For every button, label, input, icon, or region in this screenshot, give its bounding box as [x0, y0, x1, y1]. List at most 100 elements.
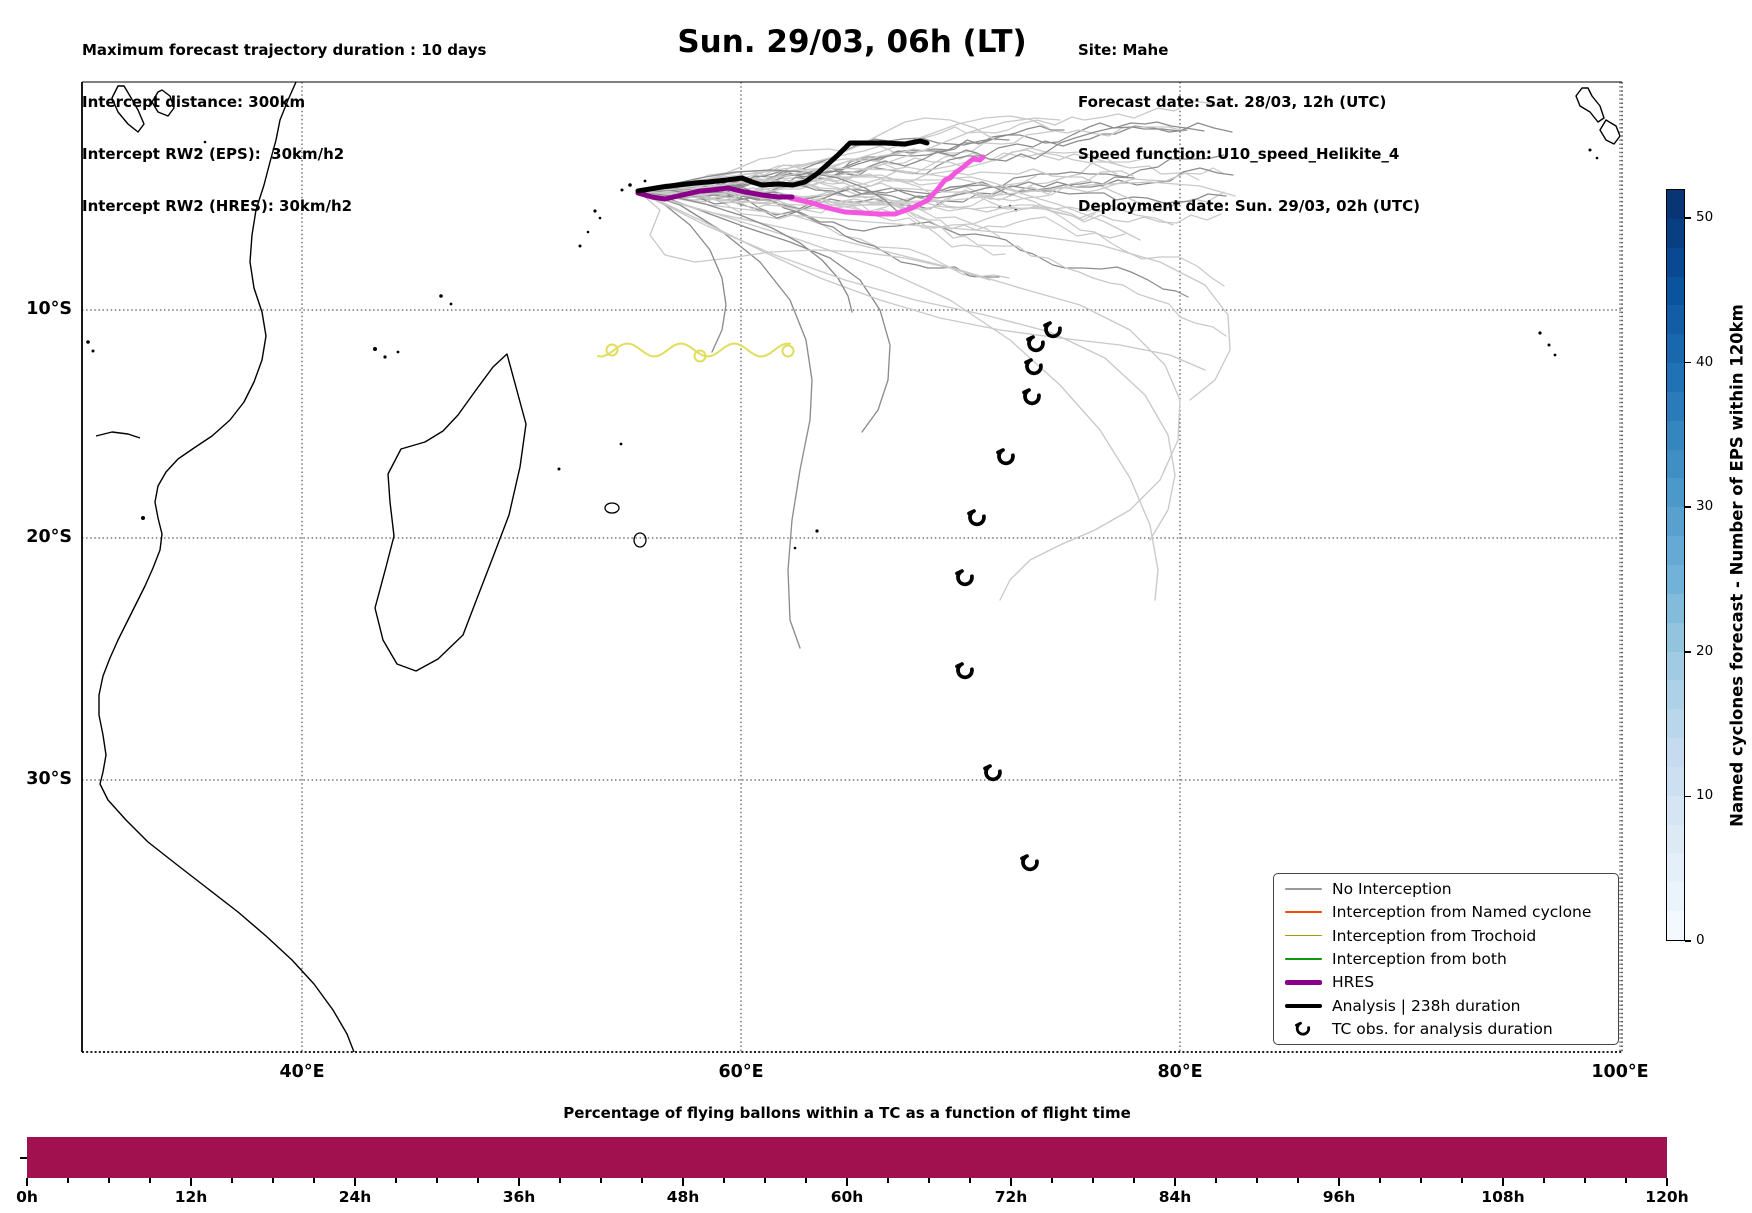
island-dot-10	[815, 529, 819, 533]
island-dot-13	[620, 188, 624, 192]
island-dot-30	[203, 140, 207, 144]
colorbar-tick	[1685, 940, 1691, 942]
colorbar-tick-label: 0	[1696, 932, 1705, 948]
bottom-axis-minor-tick	[1379, 1178, 1381, 1183]
ensemble-track	[637, 190, 991, 281]
speed-function-text: Speed function: U10_speed_Helikite_4	[1078, 145, 1400, 164]
ensemble-track	[637, 167, 1141, 241]
legend-item-label: Analysis | 238h duration	[1332, 996, 1521, 1015]
bottom-axis-minor-tick	[1625, 1178, 1627, 1183]
bottom-axis-minor-tick	[559, 1178, 561, 1183]
legend-line-swatch	[1274, 934, 1332, 937]
bottom-axis-major-tick	[354, 1178, 356, 1186]
bottom-axis-tick-label: 12h	[174, 1188, 208, 1206]
island-dot-8	[557, 467, 561, 471]
colorbar-segment	[1667, 709, 1684, 739]
island-dot-5	[396, 350, 400, 354]
colorbar-tick	[1685, 506, 1691, 508]
island-dot-12	[628, 183, 632, 187]
legend-line-swatch	[1284, 980, 1322, 985]
colorbar-tick-label: 30	[1696, 498, 1714, 515]
legend-line-swatch	[1274, 958, 1332, 960]
bottom-axis-minor-tick	[641, 1178, 643, 1183]
colorbar-tick-label: 20	[1696, 642, 1714, 659]
bottom-axis-tick-label: 96h	[1322, 1188, 1356, 1206]
bottom-axis-minor-tick	[477, 1178, 479, 1183]
colorbar-segment	[1667, 564, 1684, 594]
colorbar-segment	[1667, 247, 1684, 277]
bottom-axis-minor-tick	[1256, 1178, 1258, 1183]
bottom-axis-tick-label: 108h	[1481, 1188, 1525, 1206]
bottom-axis-tick-label: 0h	[16, 1188, 38, 1206]
colorbar-segment	[1667, 738, 1684, 767]
bottom-axis-minor-tick	[1461, 1178, 1463, 1183]
bottom-axis-tick-label: 72h	[994, 1188, 1028, 1206]
bottom-axis-minor-tick	[108, 1178, 110, 1183]
ensemble-track	[637, 190, 1231, 401]
colorbar-segment	[1667, 911, 1684, 940]
bottom-axis-major-tick	[1502, 1178, 1504, 1186]
colorbar-segment	[1667, 449, 1684, 479]
bottom-axis-tick-label: 48h	[666, 1188, 700, 1206]
lon-tick-label: 40°E	[279, 1062, 325, 1082]
bottom-axis-major-tick	[682, 1178, 684, 1186]
ensemble-track	[637, 117, 1061, 196]
legend-line-swatch	[1274, 911, 1332, 913]
island-dot-23	[1547, 343, 1551, 347]
legend-item-4: HRES	[1274, 971, 1618, 994]
bottom-axis-major-tick	[1010, 1178, 1012, 1186]
colorbar-segment	[1667, 680, 1684, 710]
bottom-axis-major-tick	[1174, 1178, 1176, 1186]
bottom-axis-minor-tick	[436, 1178, 438, 1183]
island-dot-25	[1588, 148, 1592, 152]
flight-time-percentage-bar	[27, 1137, 1667, 1178]
intercept-rw2-eps-text: Intercept RW2 (EPS): 30km/h2	[82, 145, 345, 164]
colorbar-segment	[1667, 334, 1684, 364]
tc-obs-marker	[1026, 335, 1045, 353]
bottom-axis-minor-tick	[1297, 1178, 1299, 1183]
page-title: Sun. 29/03, 06h (LT)	[677, 24, 1027, 60]
legend-item-label: Interception from both	[1332, 949, 1507, 968]
trochoid-track	[597, 342, 791, 358]
lat-tick-label: 30°S	[26, 769, 72, 789]
legend-line-swatch	[1274, 887, 1332, 890]
bottom-axis-major-tick	[518, 1178, 520, 1186]
bottom-axis-tick-label: 24h	[338, 1188, 372, 1206]
lat-tick-label: 20°S	[26, 527, 72, 547]
island-dot-6	[439, 294, 443, 298]
colorbar-segment	[1667, 853, 1684, 883]
legend-line-swatch	[1274, 1003, 1332, 1009]
trochoid-loop	[605, 343, 619, 357]
legend-item-label: HRES	[1332, 973, 1375, 992]
tc-obs-marker	[1043, 321, 1062, 339]
ensemble-track	[637, 187, 1222, 224]
island-dot-9	[619, 442, 623, 446]
colorbar-segment	[1667, 824, 1684, 854]
island-dot-26	[1595, 156, 1599, 160]
lat-tick-label: 10°S	[26, 299, 72, 319]
colorbar-segment	[1667, 420, 1684, 450]
tc-symbol-icon	[1295, 1022, 1311, 1036]
colorbar-segment	[1667, 305, 1684, 335]
max-duration-text: Maximum forecast trajectory duration : 1…	[82, 40, 487, 59]
island-dot-16	[593, 209, 597, 213]
island-dot-0	[86, 340, 90, 344]
tc-obs-marker	[955, 662, 974, 680]
island-outline-1	[633, 532, 647, 548]
legend-line-swatch	[1284, 887, 1322, 890]
island-dot-1	[91, 349, 95, 353]
ensemble-track	[637, 115, 1049, 192]
ensemble-track	[637, 190, 1001, 238]
island-dot-14	[643, 179, 647, 183]
lon-tick-label: 60°E	[718, 1062, 764, 1082]
colorbar-segment	[1667, 766, 1684, 796]
island-dot-17	[598, 216, 602, 220]
bottom-axis-major-tick	[1338, 1178, 1340, 1186]
ensemble-track	[637, 190, 727, 353]
lon-tick-label: 80°E	[1157, 1062, 1203, 1082]
bottom-axis-major-tick	[846, 1178, 848, 1186]
colorbar-segment	[1667, 478, 1684, 508]
colorbar-segment	[1667, 363, 1684, 392]
intercept-distance-text: Intercept distance: 300km	[82, 93, 306, 112]
